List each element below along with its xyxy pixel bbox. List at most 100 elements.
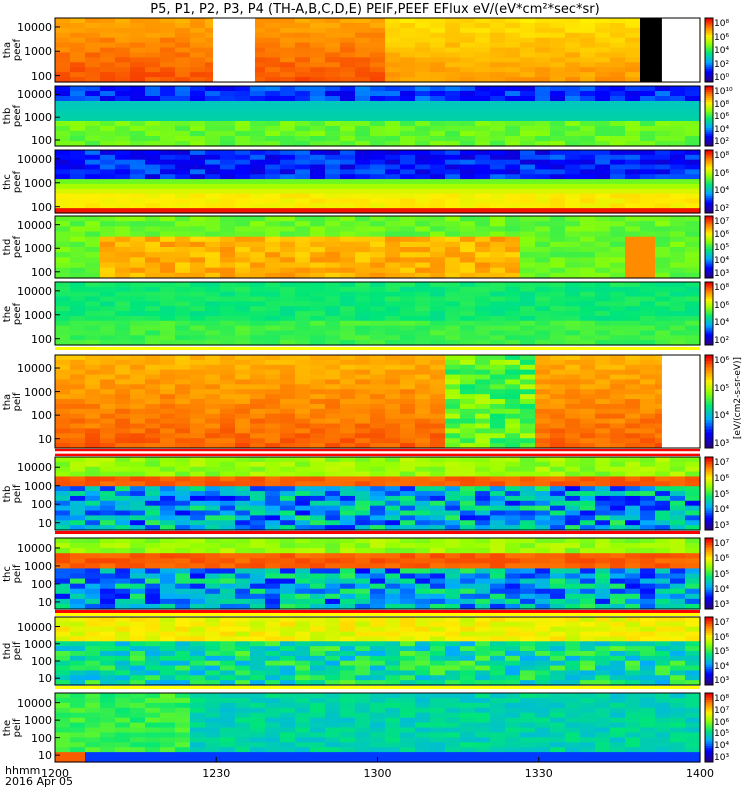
colorbar-segment xyxy=(705,292,713,296)
spectrogram-cell xyxy=(280,121,296,127)
spectrogram-cell xyxy=(535,330,551,336)
spectrogram-cell xyxy=(535,203,551,209)
spectrogram-cell xyxy=(220,330,236,336)
spectrogram-cell xyxy=(400,548,416,554)
spectrogram-cell xyxy=(205,471,221,478)
spectrogram-cell xyxy=(100,325,116,332)
spectrogram-cell xyxy=(190,57,206,63)
spectrogram-cell xyxy=(100,466,116,473)
spectrogram-cell xyxy=(280,193,296,200)
colorbar-segment xyxy=(705,226,713,229)
spectrogram-cell xyxy=(505,221,521,227)
spectrogram-cell xyxy=(550,408,566,415)
spectrogram-cell xyxy=(490,106,506,112)
spectrogram-cell xyxy=(475,330,491,336)
spectrogram-cell xyxy=(325,394,341,400)
colorbar-segment xyxy=(705,134,713,137)
spectrogram-cell xyxy=(250,27,266,34)
spectrogram-cell xyxy=(295,216,311,222)
spectrogram-cell xyxy=(655,257,671,264)
spectrogram-cell xyxy=(310,282,326,288)
spectrogram-cell xyxy=(385,379,401,385)
spectrogram-cell xyxy=(640,374,656,381)
spectrogram-cell xyxy=(520,335,536,341)
spectrogram-cell xyxy=(400,486,416,492)
spectrogram-cell xyxy=(535,311,551,317)
spectrogram-cell xyxy=(355,126,371,132)
spectrogram-cell xyxy=(355,150,371,156)
spectrogram-cell xyxy=(640,510,656,516)
spectrogram-cell xyxy=(280,374,296,381)
spectrogram-cell xyxy=(595,267,611,274)
spectrogram-cell xyxy=(445,457,461,463)
colorbar-segment xyxy=(705,30,713,34)
spectrogram-cell xyxy=(190,603,206,610)
spectrogram-cell xyxy=(100,500,116,507)
spectrogram-cell xyxy=(535,241,551,248)
spectrogram-cell xyxy=(505,32,521,39)
spectrogram-cell xyxy=(205,413,221,420)
spectrogram-cell xyxy=(370,159,386,166)
spectrogram-cell xyxy=(400,91,416,97)
colorbar-frame xyxy=(704,354,714,449)
spectrogram-cell xyxy=(415,593,431,600)
spectrogram-cell xyxy=(430,203,446,209)
spectrogram-cell xyxy=(85,91,101,97)
spectrogram-cell xyxy=(145,325,161,332)
spectrogram-cell xyxy=(220,272,236,279)
spectrogram-cell xyxy=(490,257,506,264)
spectrogram-cell xyxy=(235,486,251,492)
spectrogram-cell xyxy=(220,291,236,298)
spectrogram-cell xyxy=(430,257,446,264)
spectrogram-cell xyxy=(400,403,416,410)
spectrogram-cell xyxy=(610,121,626,127)
spectrogram-cell xyxy=(370,91,386,97)
spectrogram-cell xyxy=(100,369,116,376)
spectrogram-cell xyxy=(220,226,236,233)
spectrogram-cell xyxy=(175,578,191,585)
spectrogram-cell xyxy=(430,461,446,468)
spectrogram-cell xyxy=(130,578,146,585)
spectrogram-cell xyxy=(655,188,671,195)
spectrogram-cell xyxy=(280,558,296,564)
spectrogram-cell xyxy=(340,257,356,264)
spectrogram-cell xyxy=(580,457,596,463)
spectrogram-cell xyxy=(355,106,371,112)
spectrogram-cell xyxy=(115,116,131,122)
spectrogram-cell xyxy=(505,86,521,92)
spectrogram-cell xyxy=(205,515,221,521)
spectrogram-cell xyxy=(145,179,161,185)
spectrogram-cell xyxy=(685,471,701,478)
spectrogram-cell xyxy=(70,231,86,238)
spectrogram-cell xyxy=(160,543,176,549)
spectrogram-cell xyxy=(385,262,401,269)
spectrogram-cell xyxy=(325,413,341,420)
spectrogram-cell xyxy=(55,121,71,127)
spectrogram-cell xyxy=(115,22,131,29)
spectrogram-cell xyxy=(415,116,431,122)
colorbar-segment xyxy=(705,257,713,260)
spectrogram-cell xyxy=(580,252,596,258)
spectrogram-cell xyxy=(145,267,161,274)
spectrogram-cell xyxy=(85,208,101,214)
colorbar-segment xyxy=(705,71,713,74)
spectrogram-cell xyxy=(535,141,551,147)
spectrogram-cell xyxy=(550,359,566,366)
spectrogram-cell xyxy=(385,548,401,554)
spectrogram-cell xyxy=(535,320,551,327)
spectrogram-cell xyxy=(190,315,206,322)
spectrogram-cell xyxy=(55,72,71,78)
spectrogram-cell xyxy=(430,159,446,166)
spectrogram-cell xyxy=(115,57,131,63)
spectrogram-cell xyxy=(145,364,161,371)
spectrogram-cell xyxy=(55,27,71,34)
spectrogram-cell xyxy=(685,111,701,117)
spectrogram-cell xyxy=(295,164,311,170)
spectrogram-cell xyxy=(265,272,281,279)
spectrogram-cell xyxy=(535,252,551,258)
spectrogram-cell xyxy=(100,306,116,312)
spectrogram-cell xyxy=(115,568,131,575)
spectrogram-cell xyxy=(370,241,386,248)
spectrogram-cell xyxy=(535,154,551,161)
spectrogram-cell xyxy=(100,193,116,200)
